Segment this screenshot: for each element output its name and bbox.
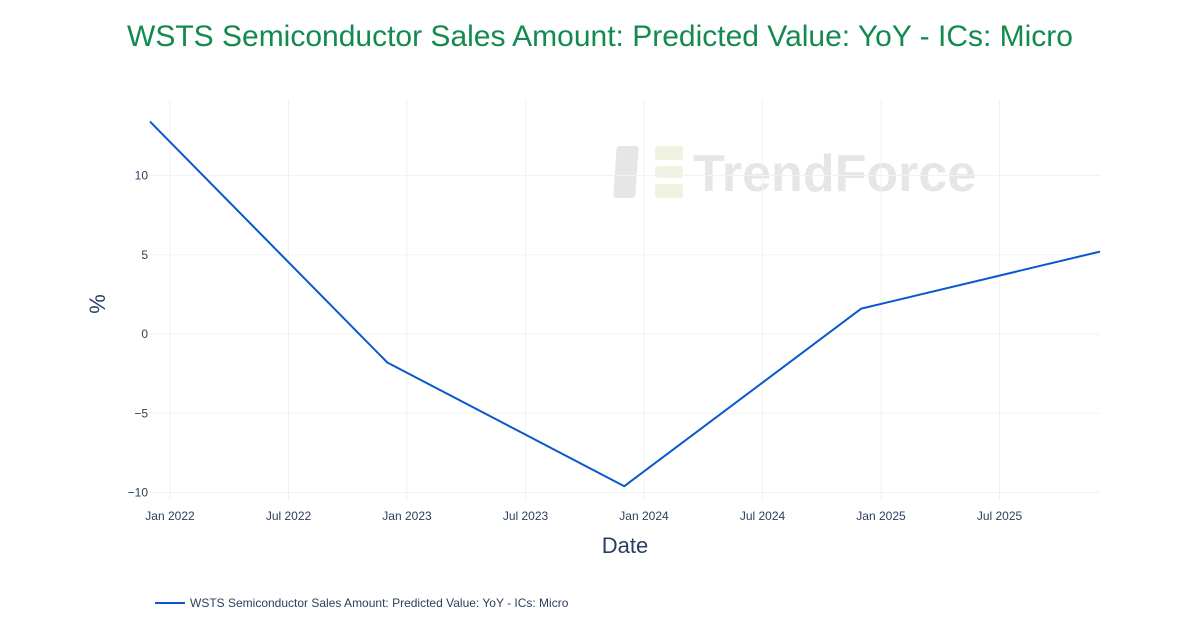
legend-line-swatch bbox=[155, 602, 185, 604]
x-tick-label: Jul 2023 bbox=[503, 509, 549, 523]
y-tick-label: −5 bbox=[134, 406, 148, 420]
x-tick-label: Jan 2025 bbox=[856, 509, 906, 523]
y-tick-label: −10 bbox=[128, 486, 149, 500]
y-axis-title: % bbox=[85, 294, 110, 314]
chart-title: WSTS Semiconductor Sales Amount: Predict… bbox=[127, 20, 1073, 53]
watermark-text: TrendForce bbox=[693, 145, 976, 203]
y-tick-label: 10 bbox=[135, 169, 149, 183]
legend[interactable]: WSTS Semiconductor Sales Amount: Predict… bbox=[155, 596, 568, 610]
x-tick-label: Jul 2022 bbox=[266, 509, 312, 523]
x-tick-label: Jan 2024 bbox=[619, 509, 669, 523]
x-tick-label: Jul 2025 bbox=[977, 509, 1023, 523]
x-tick-label: Jan 2023 bbox=[382, 509, 432, 523]
y-tick-label: 5 bbox=[141, 248, 148, 262]
trendforce-watermark: TrendForce bbox=[613, 145, 976, 203]
x-axis-title: Date bbox=[602, 533, 648, 558]
series-line bbox=[149, 120, 1101, 488]
x-tick-label: Jan 2022 bbox=[145, 509, 195, 523]
x-tick-label: Jul 2024 bbox=[740, 509, 786, 523]
legend-label: WSTS Semiconductor Sales Amount: Predict… bbox=[190, 596, 569, 610]
y-tick-label: 0 bbox=[141, 327, 148, 341]
